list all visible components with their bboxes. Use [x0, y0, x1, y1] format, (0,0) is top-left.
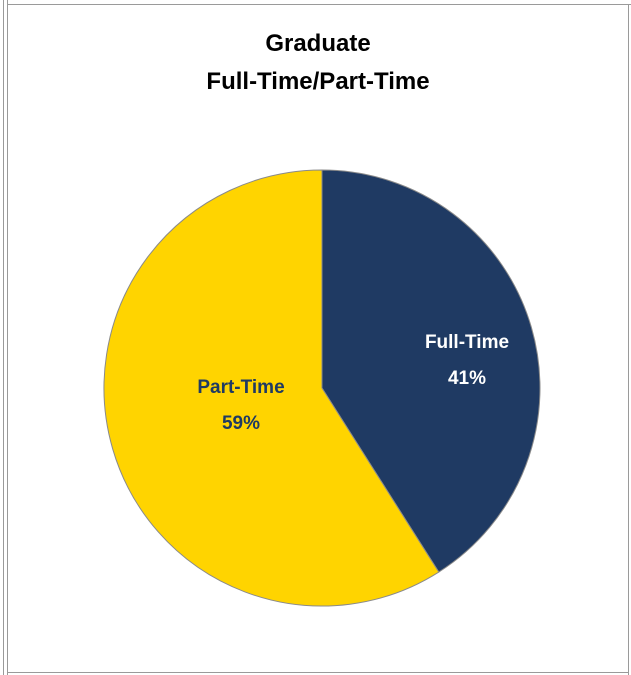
slice-label-part-time: Part-Time	[197, 377, 284, 398]
slice-label-full-time: Full-Time	[425, 332, 509, 353]
slice-percent-part-time: 59%	[222, 413, 260, 434]
slice-percent-full-time: 41%	[448, 368, 486, 389]
